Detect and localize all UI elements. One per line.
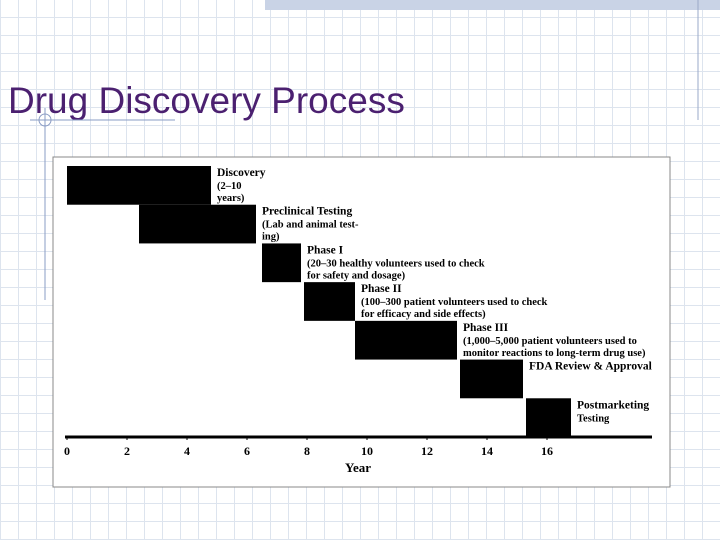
task-name: Phase III [463, 322, 509, 334]
task-name: Discovery [217, 167, 266, 179]
task-note: for efficacy and side effects) [361, 309, 486, 320]
decor-circle [38, 113, 52, 127]
task-name: Preclinical Testing [262, 206, 352, 218]
slide-title: Drug Discovery Process [8, 80, 405, 121]
bar [139, 204, 256, 244]
task-note: (20–30 healthy volunteers used to check [307, 258, 485, 269]
decor-band [265, 0, 720, 10]
task-note: (1,000–5,000 patient volunteers used to [463, 336, 637, 347]
task-note: (2–10 [217, 181, 242, 192]
x-tick-label: 4 [184, 444, 190, 458]
task-note: Testing [577, 413, 610, 424]
task-name: Phase I [307, 244, 344, 256]
bar [460, 359, 523, 399]
task-note: years) [217, 193, 245, 204]
x-tick-label: 12 [421, 444, 433, 458]
task-note: monitor reactions to long-term drug use) [463, 348, 646, 359]
x-axis-label: Year [345, 460, 371, 475]
x-tick-label: 14 [481, 444, 493, 458]
bar [526, 398, 571, 437]
bar [67, 166, 211, 205]
x-tick-label: 10 [361, 444, 373, 458]
task-note: ing) [262, 232, 280, 243]
task-name: Postmarketing [577, 399, 649, 411]
task-note: (100–300 patient volunteers used to chec… [361, 297, 548, 308]
task-note: (Lab and animal test- [262, 220, 359, 231]
bar [355, 320, 457, 360]
task-name: Phase II [361, 283, 402, 295]
x-tick-label: 6 [244, 444, 250, 458]
task-note: for safety and dosage) [307, 270, 406, 281]
bar [262, 243, 301, 283]
bar [304, 282, 355, 321]
x-tick-label: 8 [304, 444, 310, 458]
x-tick-label: 0 [64, 444, 70, 458]
x-tick-label: 2 [124, 444, 130, 458]
x-tick-label: 16 [541, 444, 553, 458]
task-name: FDA Review & Approval [529, 361, 652, 373]
